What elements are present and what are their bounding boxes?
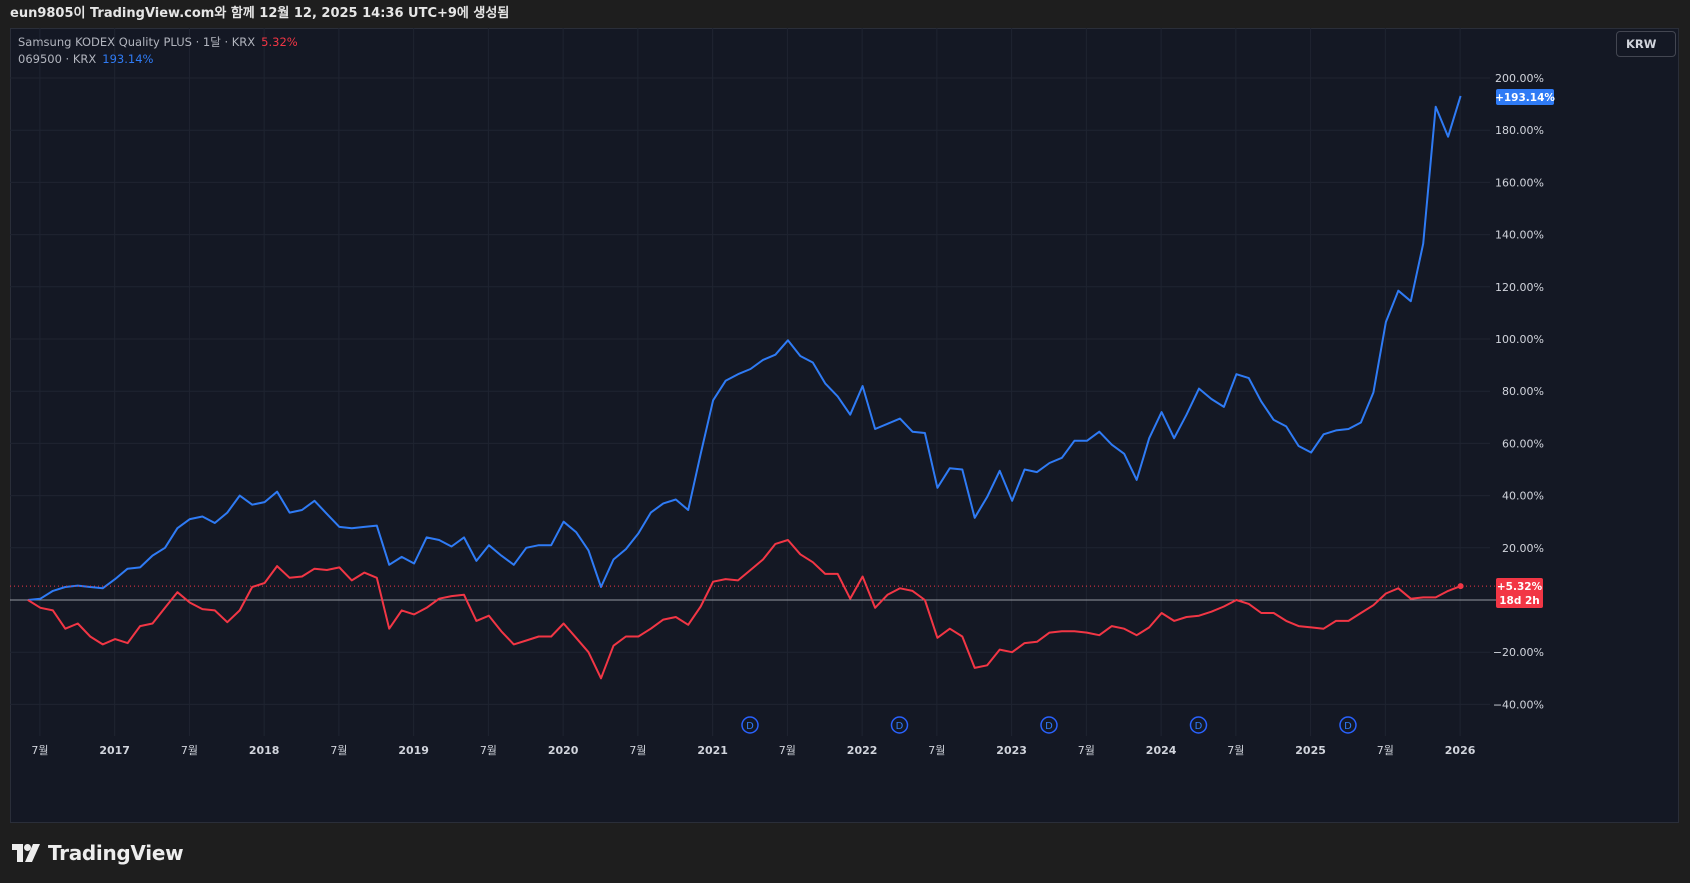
tradingview-logo-icon [12, 844, 40, 862]
bar-countdown: 18d 2h [1499, 595, 1540, 607]
x-tick-label: 2020 [548, 744, 579, 757]
grid-lines [10, 28, 1490, 736]
dividend-marker[interactable]: D [890, 716, 909, 734]
x-axis: 7월 2017 7월 2018 7월 2019 7월 2020 7월 2021 7월 2022 7월 20… [31, 744, 1475, 757]
dividend-marker[interactable]: D [1189, 716, 1208, 734]
legend-series-b-value: 193.14% [102, 52, 154, 66]
dividend-marker[interactable]: D [1040, 716, 1058, 734]
y-tick-label: 160.00% [1495, 176, 1544, 189]
x-tick-label: 2022 [847, 744, 878, 757]
y-tick-label: 140.00% [1495, 229, 1544, 242]
y-tick-label: 120.00% [1495, 281, 1544, 294]
x-tick-label: 7월 [330, 744, 347, 757]
x-tick-label: 7월 [1227, 744, 1244, 757]
tradingview-logo: TradingView [12, 838, 184, 868]
series-a-line [27, 539, 1461, 680]
series-b-last-badge [1496, 89, 1554, 105]
price-chart[interactable]: 200.00% 180.00% 160.00% 140.00% 120.00% 100.0… [10, 28, 1679, 823]
series-lines [10, 95, 1496, 680]
y-tick-label: 200.00% [1495, 72, 1544, 85]
legend-series-a-value: 5.32% [261, 35, 298, 49]
y-tick-label: 80.00% [1502, 385, 1544, 398]
dividend-marker[interactable]: D [741, 716, 759, 734]
dividend-circle [1040, 716, 1058, 734]
x-tick-label: 7월 [1377, 744, 1394, 757]
dividend-marker[interactable]: D [1339, 716, 1357, 734]
dividend-circle [890, 716, 909, 734]
x-tick-label: 2026 [1445, 744, 1476, 757]
x-tick-label: 2023 [996, 744, 1027, 757]
x-tick-label: 2021 [697, 744, 728, 757]
x-tick-label: 7월 [1078, 744, 1095, 757]
dividend-label: D [1045, 721, 1053, 732]
y-tick-label: 40.00% [1502, 490, 1544, 503]
legend: Samsung KODEX Quality PLUS · 1달 · KRX 5.3… [18, 34, 298, 68]
y-tick-label: 20.00% [1502, 542, 1544, 555]
series-b-last-value: +193.14% [1495, 92, 1555, 104]
dividend-circle [1189, 716, 1208, 734]
dividend-circle [1339, 716, 1357, 734]
series-a-last-badge [1496, 578, 1543, 608]
y-tick-label: 60.00% [1502, 437, 1544, 450]
price-badges: +193.14% +5.32% 18d 2h [1495, 89, 1555, 608]
legend-series-b[interactable]: 069500 · KRX 193.14% [18, 51, 298, 68]
dividend-label: D [1344, 721, 1352, 732]
series-b-line [27, 95, 1462, 601]
x-tick-label: 2019 [398, 744, 429, 757]
series-a-last-point [1457, 583, 1464, 590]
y-tick-label: −20.00% [1493, 646, 1544, 659]
x-tick-label: 7월 [31, 744, 48, 757]
y-tick-label: −40.00% [1493, 698, 1544, 711]
chart-pane[interactable] [10, 28, 1679, 823]
x-tick-label: 7월 [928, 744, 945, 757]
x-tick-label: 7월 [480, 744, 497, 757]
x-tick-label: 2017 [99, 744, 130, 757]
dividend-circle [741, 716, 759, 734]
x-tick-label: 2025 [1295, 744, 1326, 757]
currency-button[interactable]: KRW [1616, 31, 1676, 57]
x-tick-label: 2018 [249, 744, 280, 757]
legend-series-a-label: Samsung KODEX Quality PLUS · 1달 · KRX [18, 35, 256, 49]
snapshot-caption: eun9805이 TradingView.com와 함께 12월 12, 202… [10, 6, 510, 21]
x-tick-label: 7월 [629, 744, 646, 757]
series-a-last-value: +5.32% [1497, 581, 1543, 593]
dividend-label: D [1195, 721, 1203, 732]
x-tick-label: 7월 [181, 744, 198, 757]
y-tick-label: 100.00% [1495, 333, 1544, 346]
x-tick-label: 2024 [1146, 744, 1177, 757]
legend-series-a[interactable]: Samsung KODEX Quality PLUS · 1달 · KRX 5.3… [18, 34, 298, 51]
x-tick-label: 7월 [779, 744, 796, 757]
dividend-label: D [896, 721, 904, 732]
brand-name: TradingView [48, 841, 184, 865]
y-tick-label: 180.00% [1495, 124, 1544, 137]
legend-series-b-label: 069500 · KRX [18, 52, 97, 66]
dividend-label: D [746, 721, 754, 732]
y-axis: 200.00% 180.00% 160.00% 140.00% 120.00% 100.0… [1493, 72, 1544, 711]
